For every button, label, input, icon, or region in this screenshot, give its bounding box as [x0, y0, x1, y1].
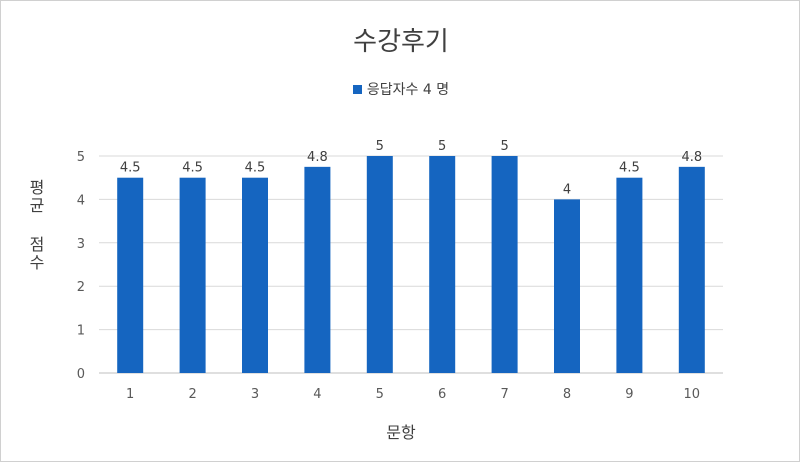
y-axis-label: 평균 점수 — [26, 179, 45, 272]
legend: 응답자수 4 명 — [1, 79, 800, 99]
y-tick-label: 5 — [77, 150, 85, 165]
y-tick-label: 2 — [77, 280, 85, 295]
data-label: 4.5 — [619, 161, 640, 176]
x-tick-label: 3 — [251, 387, 259, 402]
data-label: 4.8 — [307, 150, 328, 165]
bar — [179, 177, 206, 373]
bar — [616, 177, 643, 373]
y-tick-label: 0 — [77, 367, 85, 382]
x-tick-label: 9 — [625, 387, 633, 402]
y-tick-label: 3 — [77, 237, 85, 252]
y-tick-label: 4 — [77, 193, 85, 208]
x-tick-label: 1 — [126, 387, 134, 402]
bar — [429, 156, 456, 373]
data-label: 4.5 — [245, 161, 266, 176]
legend-label: 응답자수 4 명 — [366, 82, 450, 98]
bar — [366, 156, 393, 373]
chart-title: 수강후기 — [353, 27, 449, 57]
data-label: 4.8 — [681, 150, 702, 165]
x-tick-label: 6 — [438, 387, 446, 402]
data-label: 4.5 — [120, 161, 141, 176]
x-axis-label: 문항 — [386, 423, 416, 442]
bar — [304, 166, 331, 373]
data-label: 4 — [563, 182, 571, 197]
y-tick-label: 1 — [77, 324, 85, 339]
data-label: 5 — [500, 139, 508, 154]
bar — [242, 177, 268, 373]
bar — [491, 156, 518, 373]
legend-swatch — [352, 84, 362, 94]
x-tick-label: 4 — [313, 387, 321, 402]
x-tick-label: 8 — [563, 387, 571, 402]
x-tick-label: 2 — [188, 387, 196, 402]
x-tick-label: 5 — [376, 387, 384, 402]
data-label: 4.5 — [182, 161, 203, 176]
x-tick-label: 10 — [684, 387, 701, 402]
data-label: 5 — [376, 139, 384, 154]
bar — [117, 177, 144, 373]
bar — [678, 166, 705, 373]
data-label: 5 — [438, 139, 446, 154]
x-tick-label: 7 — [500, 387, 508, 402]
bar — [554, 199, 580, 373]
